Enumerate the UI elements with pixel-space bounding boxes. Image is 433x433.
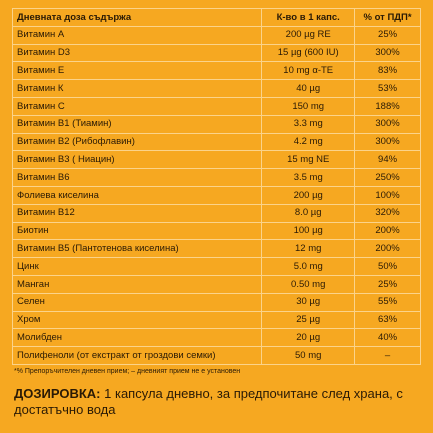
table-row: Молибден 20 µg 40%: [11, 328, 421, 348]
table-cell: 50 mg: [261, 346, 356, 365]
table-row: Витамин А 200 µg RE 25%: [11, 25, 421, 45]
table-cell: 25%: [354, 25, 421, 45]
table-cell: Манган: [11, 274, 263, 294]
table-row: Витамин В2 (Рибофлавин) 4.2 mg 300%: [11, 132, 421, 152]
table-row: Витамин К 40 µg 53%: [11, 79, 421, 98]
dosage: ДОЗИРОВКА: 1 капсула дневно, за предпочи…: [14, 386, 424, 418]
table-cell: 3.3 mg: [261, 114, 356, 134]
table-row: Манган 0.50 mg 25%: [11, 274, 421, 294]
header-cell: К-во в 1 капс.: [261, 8, 356, 27]
table-cell: 8.0 µg: [261, 203, 356, 223]
table-cell: 5.0 mg: [261, 257, 356, 276]
table-cell: 0.50 mg: [261, 274, 356, 294]
table-cell: Витамин D3: [11, 43, 263, 63]
table-cell: Молибден: [11, 328, 263, 348]
table-row: Витамин В5 (Пантотенова киселина) 12 mg 20…: [11, 239, 421, 259]
table-cell: Биотин: [11, 221, 263, 241]
table-cell: Селен: [11, 292, 263, 312]
table-cell: Витамин В1 (Тиамин): [11, 114, 263, 134]
table-cell: Витамин Е: [11, 61, 263, 81]
table-cell: –: [354, 346, 421, 365]
table-row: Селен 30 µg 55%: [11, 292, 421, 312]
table-cell: 4.2 mg: [261, 132, 356, 152]
nutrition-table: Дневната доза съдържа К-во в 1 капс. % о…: [11, 8, 421, 365]
table-row: Витамин С 150 mg 188%: [11, 96, 421, 116]
table-cell: 320%: [354, 203, 421, 223]
table-cell: Цинк: [11, 257, 263, 276]
table-cell: Витамин К: [11, 79, 263, 98]
table-cell: 300%: [354, 43, 421, 63]
table-cell: 100 µg: [261, 221, 356, 241]
header-cell: Дневната доза съдържа: [11, 8, 263, 27]
table-cell: 20 µg: [261, 328, 356, 348]
dosage-text: 1 капсула дневно, за предпочитане след х…: [14, 386, 403, 417]
table-cell: 55%: [354, 292, 421, 312]
header-cell: % от ПДП*: [354, 8, 421, 27]
table-cell: Витамин В6: [11, 168, 263, 187]
table-cell: 30 µg: [261, 292, 356, 312]
table-cell: 200%: [354, 221, 421, 241]
table-row: Витамин В3 ( Ниацин) 15 mg NE 94%: [11, 150, 421, 170]
table-cell: 94%: [354, 150, 421, 170]
table-cell: 15 mg NE: [261, 150, 356, 170]
table-cell: 40%: [354, 328, 421, 348]
table-cell: Витамин В12: [11, 203, 263, 223]
table-row: Витамин Е 10 mg α-TE 83%: [11, 61, 421, 81]
table-cell: Витамин А: [11, 25, 263, 45]
table-row: Фолиева киселина 200 µg 100%: [11, 185, 421, 205]
table-cell: Витамин В5 (Пантотенова киселина): [11, 239, 263, 259]
table-cell: Витамин С: [11, 96, 263, 116]
table-cell: 100%: [354, 185, 421, 205]
table-cell: 25 µg: [261, 310, 356, 330]
table-row: Цинк 5.0 mg 50%: [11, 257, 421, 276]
table-cell: 63%: [354, 310, 421, 330]
table-cell: Хром: [11, 310, 263, 330]
table-cell: 3.5 mg: [261, 168, 356, 187]
table-cell: 25%: [354, 274, 421, 294]
header-row: Дневната доза съдържа К-во в 1 капс. % о…: [11, 8, 421, 27]
table-row: Витамин В6 3.5 mg 250%: [11, 168, 421, 187]
table-cell: 12 mg: [261, 239, 356, 259]
table-row: Витамин В1 (Тиамин) 3.3 mg 300%: [11, 114, 421, 134]
table-cell: Полифеноли (от екстракт от гроздови семк…: [11, 346, 263, 365]
table-cell: 15 µg (600 IU): [261, 43, 356, 63]
dosage-label: ДОЗИРОВКА:: [14, 386, 101, 401]
table-row: Витамин В12 8.0 µg 320%: [11, 203, 421, 223]
table-cell: Фолиева киселина: [11, 185, 263, 205]
table-cell: Витамин В3 ( Ниацин): [11, 150, 263, 170]
table-row: Хром 25 µg 63%: [11, 310, 421, 330]
table-cell: 83%: [354, 61, 421, 81]
table-cell: 200%: [354, 239, 421, 259]
table-cell: 300%: [354, 132, 421, 152]
table-cell: 40 µg: [261, 79, 356, 98]
table-cell: 200 µg: [261, 185, 356, 205]
table-row: Полифеноли (от екстракт от гроздови семк…: [11, 346, 421, 365]
table-row: Витамин D3 15 µg (600 IU) 300%: [11, 43, 421, 63]
table-cell: 200 µg RE: [261, 25, 356, 45]
table-cell: 50%: [354, 257, 421, 276]
table-cell: 300%: [354, 114, 421, 134]
table-cell: 10 mg α-TE: [261, 61, 356, 81]
table-cell: 250%: [354, 168, 421, 187]
table-cell: 188%: [354, 96, 421, 116]
table-cell: 53%: [354, 79, 421, 98]
table-cell: 150 mg: [261, 96, 356, 116]
table-body: Витамин А 200 µg RE 25% Витамин D3 15 µg (60…: [11, 25, 421, 365]
footnote: *% Препоръчителен дневен прием; – дневни…: [14, 368, 241, 375]
table-cell: Витамин В2 (Рибофлавин): [11, 132, 263, 152]
table-row: Биотин 100 µg 200%: [11, 221, 421, 241]
